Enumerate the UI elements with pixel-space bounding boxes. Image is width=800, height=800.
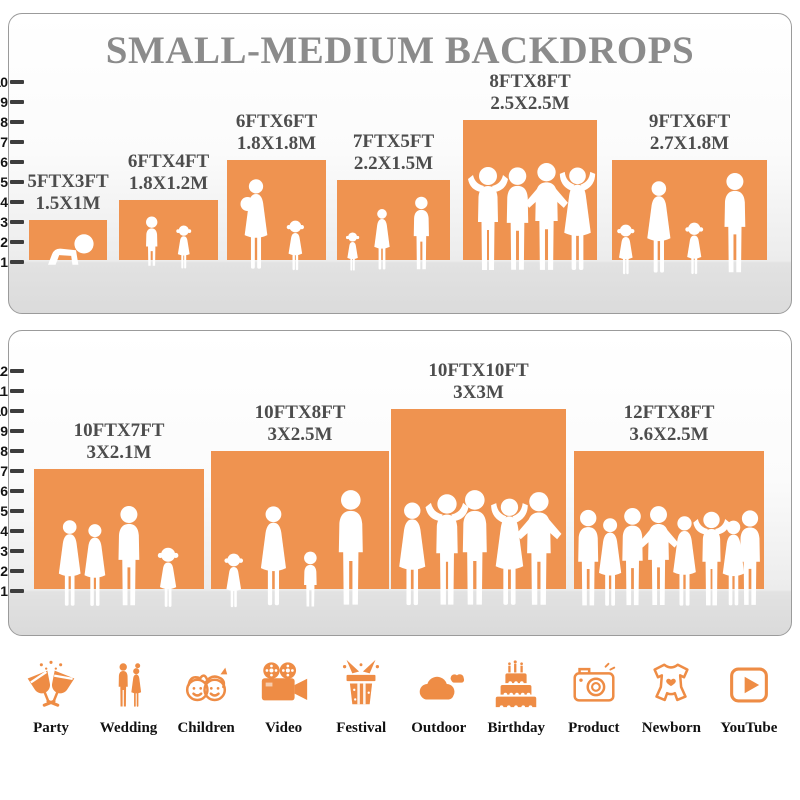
category-label: Party [33,720,69,736]
ruler-tick: 7 [0,463,24,479]
people-silhouette [578,506,760,606]
backdrop-box-10x7: 10FTX7FT 3X2.1M [34,420,204,607]
backdrop-box-10x10: 10FTX10FT 3X3M [391,360,566,606]
category-label: Newborn [641,720,701,736]
category-label: Festival [336,720,387,736]
category-party: Party [18,658,84,737]
backdrop-box-6x6: 6FTX6FT 1.8X1.8M [227,111,326,271]
category-label: Outdoor [411,720,467,736]
page-title: SMALL-MEDIUM BACKDROPS [105,29,695,72]
ruler-tick: 6 [0,154,24,170]
people-silhouette [468,163,596,270]
category-newborn: Newborn [638,658,704,737]
ruler-tick: 12 [0,363,24,379]
ruler-tick: 9 [0,423,24,439]
category-outdoor: Outdoor [406,658,472,737]
people-silhouette [224,490,363,608]
ruler-tick: 8 [0,443,24,459]
category-label: Product [568,720,620,736]
category-festival: Festival [328,658,394,737]
ruler-tick: 3 [0,543,24,559]
category-video: Video [251,658,317,737]
backdrop-box-9x6: 9FTX6FT 2.7X1.8M [612,111,767,275]
size-label: 6FTX6FT 1.8X1.8M [235,111,318,154]
ruler-tick: 1 [0,254,24,270]
birthday-icon [496,660,537,710]
size-label: 10FTX10FT 3X3M [428,360,529,403]
backdrop-box-8x8: 8FTX8FT 2.5X2.5M [463,71,597,270]
backdrop-box-10x8: 10FTX8FT 3X2.5M [211,402,389,608]
ruler-tick: 1 [0,583,24,599]
people-silhouette [48,234,94,265]
newborn-icon [653,663,690,702]
category-children: Children [173,658,239,737]
ruler-tick: 2 [0,234,24,250]
ruler-tick: 10 [0,403,24,419]
category-label: YouTube [720,720,778,736]
wedding-icon [118,663,141,707]
children-icon [186,667,228,702]
ruler-tick: 2 [0,563,24,579]
ruler-tick: 8 [0,114,24,130]
ruler-tick: 7 [0,134,24,150]
outdoor-icon [419,674,464,700]
ruler-tick: 3 [0,214,24,230]
backdrop-box-5x3: 5FTX3FT 1.5X1M [27,171,109,265]
size-label: 9FTX6FT 2.7X1.8M [648,111,731,154]
people-silhouette [240,179,304,271]
festival-icon [343,659,380,705]
category-birthday: Birthday [483,658,549,737]
backdrop-box-12x8: 12FTX8FT 3.6X2.5M [574,402,764,606]
video-icon [261,662,307,701]
size-label: 6FTX4FT 1.8X1.2M [127,151,210,194]
youtube-icon [730,667,768,703]
category-label: Wedding [99,720,158,736]
people-silhouette [145,216,191,269]
category-label: Video [265,720,303,736]
ruler-tick: 9 [0,94,24,110]
people-silhouette [398,490,561,606]
category-row: Party Wedding Children [0,658,800,768]
ruler-tick: 4 [0,523,24,539]
party-icon [27,660,75,707]
category-label: Birthday [487,720,546,736]
people-silhouette [616,172,745,275]
size-label: 5FTX3FT 1.5X1M [27,171,109,214]
ruler-tick: 10 [0,74,24,90]
backdrop-box-6x4: 6FTX4FT 1.8X1.2M [119,151,218,269]
category-youtube: YouTube [716,658,782,737]
size-label: 10FTX7FT 3X2.1M [73,420,165,463]
category-label: Children [177,720,235,736]
ruler-tick: 4 [0,194,24,210]
category-wedding: Wedding [96,658,162,737]
ruler-tick: 5 [0,174,24,190]
backdrop-box-7x5: 7FTX5FT 2.2X1.5M [337,131,450,271]
medium-backdrops-panel: 12 11 10 9 8 7 6 5 4 3 2 1 10FTX7FT 3X2.… [0,330,792,636]
ruler-tick: 6 [0,483,24,499]
size-label: 12FTX8FT 3.6X2.5M [623,402,715,445]
people-silhouette [345,196,429,271]
size-label: 8FTX8FT 2.5X2.5M [489,71,571,114]
ruler-tick: 5 [0,503,24,519]
product-icon [573,662,616,702]
category-product: Product [561,658,627,737]
size-label: 7FTX5FT 2.2X1.5M [352,131,435,174]
size-label: 10FTX8FT 3X2.5M [254,402,346,445]
people-silhouette [58,505,179,607]
small-backdrops-panel: SMALL-MEDIUM BACKDROPS 10 9 8 7 6 5 4 3 … [0,13,792,314]
ruler-tick: 11 [0,383,24,399]
